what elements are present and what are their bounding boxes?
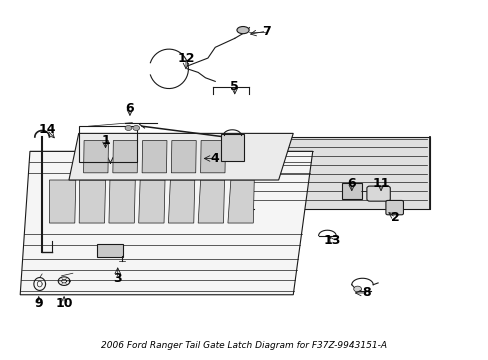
Polygon shape: [142, 140, 166, 173]
FancyBboxPatch shape: [385, 201, 403, 215]
Polygon shape: [79, 180, 105, 223]
Circle shape: [133, 126, 140, 131]
FancyBboxPatch shape: [341, 183, 361, 199]
Text: 7: 7: [262, 25, 270, 38]
Polygon shape: [20, 151, 312, 295]
Text: 2006 Ford Ranger Tail Gate Latch Diagram for F37Z-9943151-A: 2006 Ford Ranger Tail Gate Latch Diagram…: [102, 341, 386, 350]
Text: 1: 1: [101, 134, 110, 147]
Text: 14: 14: [38, 123, 56, 136]
Polygon shape: [171, 140, 196, 173]
Text: 6: 6: [125, 102, 134, 115]
Text: 12: 12: [177, 51, 194, 64]
Polygon shape: [139, 180, 164, 223]
Polygon shape: [83, 140, 108, 173]
Circle shape: [125, 126, 132, 131]
Text: 11: 11: [371, 177, 389, 190]
Polygon shape: [109, 180, 135, 223]
Polygon shape: [49, 180, 76, 223]
FancyBboxPatch shape: [366, 186, 389, 201]
FancyBboxPatch shape: [97, 244, 122, 257]
Bar: [244, 137, 429, 209]
FancyBboxPatch shape: [220, 134, 244, 161]
Polygon shape: [69, 134, 293, 180]
Text: 9: 9: [34, 297, 43, 310]
Ellipse shape: [237, 27, 248, 34]
Polygon shape: [168, 180, 194, 223]
Text: 5: 5: [230, 80, 239, 93]
Text: 13: 13: [323, 234, 340, 247]
Text: 6: 6: [347, 177, 355, 190]
Polygon shape: [200, 140, 225, 173]
Polygon shape: [113, 140, 138, 173]
Text: 4: 4: [210, 152, 219, 165]
Circle shape: [353, 286, 361, 292]
Text: 10: 10: [55, 297, 73, 310]
Text: 8: 8: [361, 287, 370, 300]
Polygon shape: [227, 180, 254, 223]
Text: 2: 2: [390, 211, 399, 224]
Text: 3: 3: [113, 272, 122, 285]
Bar: [79, 126, 137, 162]
Polygon shape: [198, 180, 224, 223]
